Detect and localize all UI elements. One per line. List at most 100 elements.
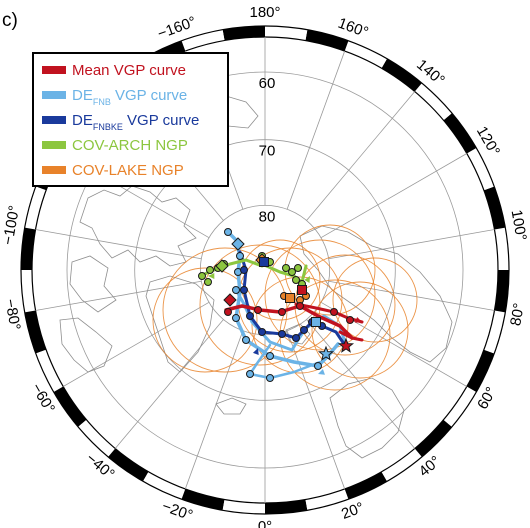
legend-swatch-cov_lake [42, 166, 66, 174]
cov-arch-point [282, 264, 290, 272]
frame-outer [20, 25, 510, 515]
direction-arrow [355, 316, 362, 323]
direction-arrow [318, 368, 325, 375]
meridian [328, 229, 495, 260]
cov-arch-point [204, 278, 212, 286]
legend-label-de_fnb: DEFNB VGP curve [72, 87, 187, 107]
frame-segment [344, 40, 387, 69]
frame-segment [483, 310, 506, 354]
de-fnbke-point [258, 328, 266, 336]
coastlines [59, 95, 453, 459]
frame-segment [78, 419, 116, 457]
coastline-scandinavia [329, 377, 405, 459]
mean-vgp-point [278, 308, 286, 316]
mean-vgp-point [296, 302, 304, 310]
coastline-iceland [215, 397, 247, 415]
longitude-label: 100° [508, 209, 530, 243]
de-fnb-square [311, 317, 321, 327]
meridian [114, 319, 224, 449]
de-fnb-point [266, 374, 274, 382]
mean-vgp-square [297, 285, 307, 295]
frame-segment [108, 448, 149, 482]
longitude-label: 160° [336, 15, 371, 42]
longitude-label: 80° [507, 302, 528, 327]
meridian [35, 229, 202, 260]
cov-arch-point [292, 276, 300, 284]
direction-arrow [208, 272, 215, 280]
meridian [286, 50, 346, 210]
mean-vgp-point [330, 308, 338, 316]
legend: Mean VGP curve DEFNB VGP curve DEFNBKE VGP… [32, 52, 229, 187]
mean-vgp-curve-c [338, 330, 364, 342]
mean-vgp-point [346, 316, 354, 324]
frame-segment [181, 488, 225, 511]
confidence-circle [311, 281, 409, 379]
frame-segment [24, 310, 47, 354]
coastline-arctic-canada [79, 185, 197, 267]
coastline-hudson [69, 255, 117, 313]
legend-swatch-cov_arch [42, 141, 66, 149]
direction-arrow [252, 348, 259, 355]
de-fnbke-square [259, 257, 269, 267]
mean-vgp-star [337, 337, 355, 353]
legend-label-mean_vgp: Mean VGP curve [72, 62, 186, 79]
de-fnbke-point [240, 266, 248, 274]
de-fnbke-point [240, 286, 248, 294]
latitude-label: 80 [259, 208, 276, 225]
meridian [286, 330, 346, 490]
de-fnbke-point [300, 326, 308, 334]
cov-arch-diamond [215, 259, 229, 273]
meridian [306, 91, 416, 221]
confidence-circle [152, 267, 258, 373]
confidence-circle [332, 257, 418, 343]
mean-vgp-point [254, 306, 262, 314]
de-fnb-point [224, 228, 232, 236]
confidence-circle [264, 239, 376, 351]
de-fnbke-point [292, 334, 300, 342]
latitude-label: 70 [259, 143, 276, 160]
legend-label-cov_lake: COV-LAKE NGP [72, 162, 184, 179]
legend-swatch-mean_vgp [42, 66, 66, 74]
cov-lake-square [285, 293, 295, 303]
cov-arch-curve-b [260, 262, 308, 284]
frame-segment [466, 148, 495, 191]
latitude-label: 60 [259, 75, 276, 92]
de-fnb-point [266, 352, 274, 360]
cov-arch-point [206, 266, 214, 274]
de-fnb-point [232, 314, 240, 322]
de-fnb-curve-c [248, 343, 322, 380]
frame-segment [53, 386, 87, 427]
cov-arch-point [294, 264, 302, 272]
data-markers [198, 228, 362, 382]
longitude-label: −80° [1, 298, 23, 332]
frame-segment [414, 83, 452, 121]
mean-vgp-diamond [223, 293, 237, 307]
frame-segment [381, 58, 422, 92]
ngp-confidence-circles [152, 224, 418, 391]
longitude-label: 20° [339, 499, 366, 523]
mean-vgp-point [224, 308, 232, 316]
meridian [35, 280, 202, 311]
longitude-label: 180° [249, 4, 280, 21]
legend-label-de_fnbke: DEFNBKE VGP curve [72, 112, 199, 132]
frame-segment [344, 471, 387, 500]
confidence-circle [251, 276, 349, 374]
frame-segment [466, 349, 495, 392]
de-fnb-point [232, 286, 240, 294]
meridian [63, 301, 210, 387]
mean-vgp-curve [224, 304, 354, 340]
coastline-greenland [145, 275, 215, 373]
de-fnb-star [317, 345, 335, 361]
direction-arrow [304, 276, 310, 283]
coastline-labrador [59, 317, 113, 373]
de-fnbke-point [246, 312, 254, 320]
frame-segment [181, 29, 225, 52]
de-fnb-point [314, 362, 322, 370]
meridian [328, 280, 495, 311]
longitude-label: −100° [0, 204, 23, 246]
meridian [320, 153, 467, 239]
de-fnbke-point [278, 330, 286, 338]
cov-arch-point [198, 272, 206, 280]
de-fnb-point [246, 370, 254, 378]
